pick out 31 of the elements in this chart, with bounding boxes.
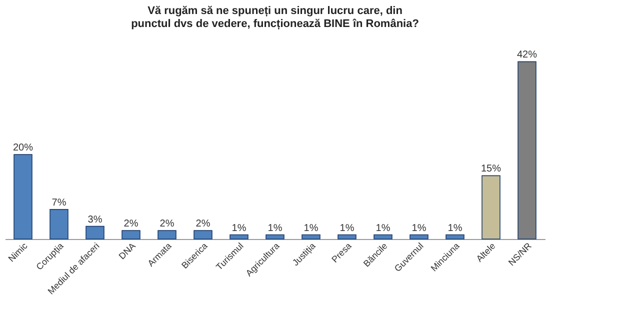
data-label: 42% [516, 50, 538, 61]
bar [518, 61, 536, 240]
bar [374, 234, 392, 240]
data-label: 2% [196, 218, 210, 230]
data-label: 2% [160, 218, 174, 230]
bar [410, 234, 428, 240]
data-label: 2% [124, 218, 138, 230]
data-label: 1% [304, 222, 318, 234]
data-label: 7% [52, 197, 66, 208]
data-label: 1% [448, 222, 462, 234]
chart-title: Vă rugăm să ne spuneți un singur lucru care, din punctul dvs de vedere, funcționează BINE în România? [131, 5, 420, 30]
data-label: 15% [480, 164, 502, 175]
bar [266, 234, 284, 240]
data-label: 1% [268, 222, 282, 234]
data-label: 1% [340, 222, 354, 234]
bar [302, 234, 320, 240]
bar [446, 234, 464, 240]
bar [14, 154, 32, 240]
data-label: 1% [412, 222, 426, 234]
bar [194, 230, 212, 240]
bar [122, 230, 140, 240]
bar [230, 234, 248, 240]
bar [482, 175, 500, 240]
bar [86, 226, 104, 240]
data-label: 1% [376, 222, 390, 234]
bar [158, 230, 176, 240]
bar [338, 234, 356, 240]
bar [50, 209, 68, 240]
data-label: 20% [12, 142, 34, 154]
data-label: 3% [88, 214, 102, 226]
data-label: 1% [232, 222, 246, 234]
